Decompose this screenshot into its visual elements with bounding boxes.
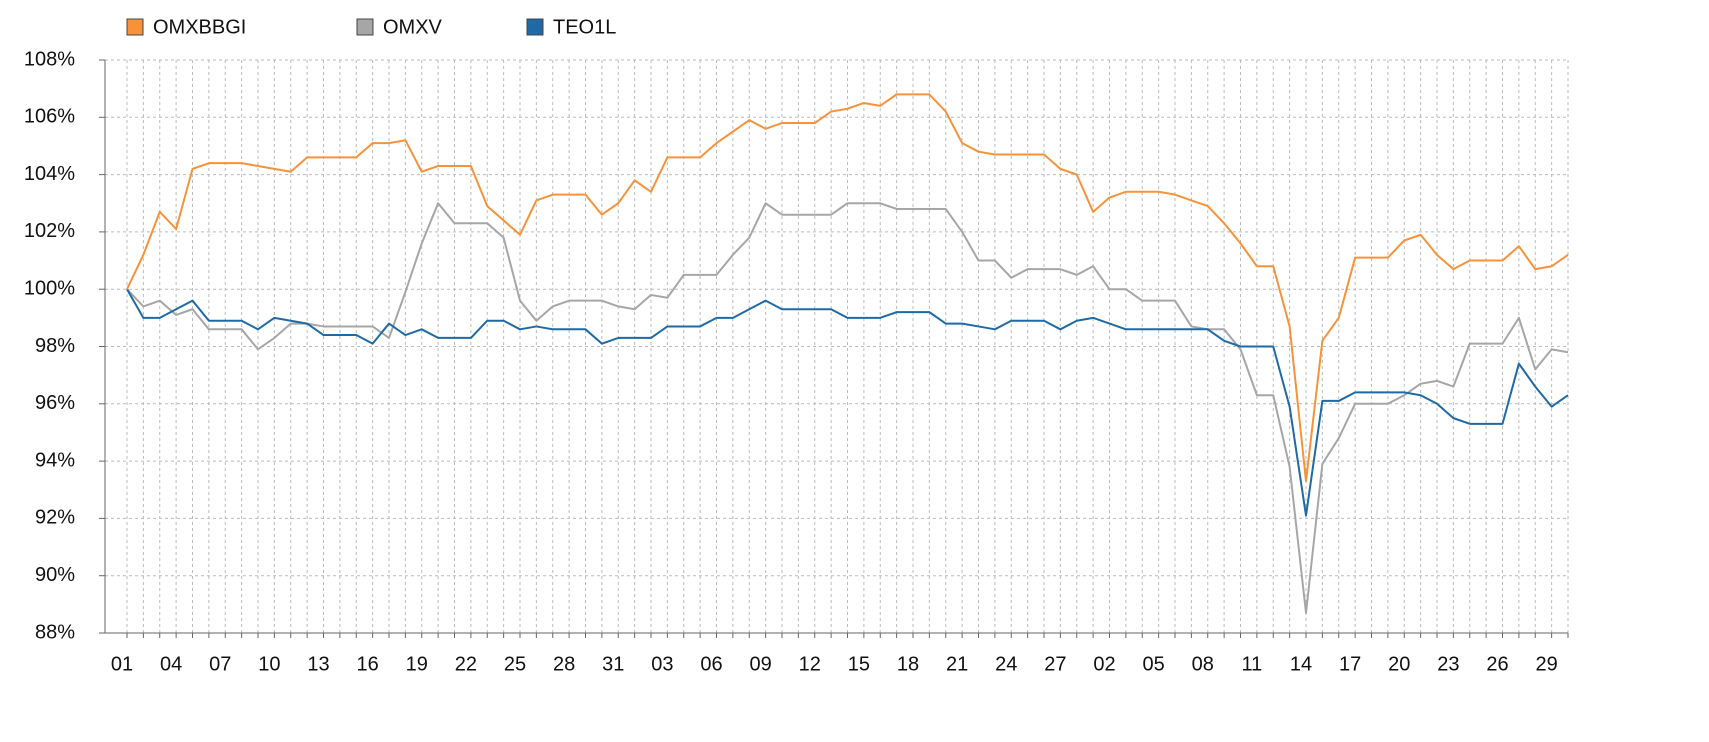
y-tick-label: 106% (24, 106, 75, 128)
x-tick-label: 22 (455, 653, 477, 675)
x-tick-label: 19 (406, 653, 428, 675)
x-tick-label: 10 (258, 653, 280, 675)
y-tick-label: 92% (35, 507, 75, 529)
x-tick-label: 12 (799, 653, 821, 675)
x-tick-label: 21 (946, 653, 968, 675)
x-tick-label: 03 (651, 653, 673, 675)
legend-swatch (526, 18, 544, 36)
x-tick-label: 20 (1388, 653, 1410, 675)
y-tick-label: 96% (35, 392, 75, 414)
legend-label: TEO1L (553, 16, 616, 38)
x-tick-label: 16 (357, 653, 379, 675)
y-tick-label: 102% (24, 220, 75, 242)
x-tick-label: 09 (750, 653, 772, 675)
series-line (126, 93, 1569, 483)
x-tick-label: 08 (1192, 653, 1214, 675)
x-tick-label: 06 (700, 653, 722, 675)
y-tick-label: 100% (24, 277, 75, 299)
x-tick-label: 01 (111, 653, 133, 675)
x-tick-label: 24 (995, 653, 1017, 675)
x-tick-label: 04 (160, 653, 182, 675)
x-tick-label: 07 (209, 653, 231, 675)
y-tick-label: 88% (35, 621, 75, 643)
x-tick-label: 02 (1093, 653, 1115, 675)
legend-swatch (356, 18, 374, 36)
x-tick-label: 25 (504, 653, 526, 675)
x-tick-label: 14 (1290, 653, 1312, 675)
legend-label: OMXV (383, 16, 443, 38)
legend-swatch (126, 18, 144, 36)
y-tick-label: 90% (35, 564, 75, 586)
x-tick-label: 05 (1143, 653, 1165, 675)
x-tick-label: 23 (1437, 653, 1459, 675)
series-line (126, 288, 1569, 517)
x-tick-label: 28 (553, 653, 575, 675)
x-tick-label: 13 (307, 653, 329, 675)
x-tick-label: 17 (1339, 653, 1361, 675)
y-tick-label: 104% (24, 163, 75, 185)
x-tick-label: 18 (897, 653, 919, 675)
y-tick-label: 98% (35, 335, 75, 357)
x-tick-label: 31 (602, 653, 624, 675)
x-tick-label: 29 (1536, 653, 1558, 675)
x-tick-label: 27 (1044, 653, 1066, 675)
legend-label: OMXBBGI (153, 16, 246, 38)
y-tick-label: 94% (35, 449, 75, 471)
series-line (126, 202, 1569, 614)
y-tick-label: 108% (24, 48, 75, 70)
x-tick-label: 15 (848, 653, 870, 675)
x-tick-label: 26 (1486, 653, 1508, 675)
x-tick-label: 11 (1241, 653, 1262, 675)
